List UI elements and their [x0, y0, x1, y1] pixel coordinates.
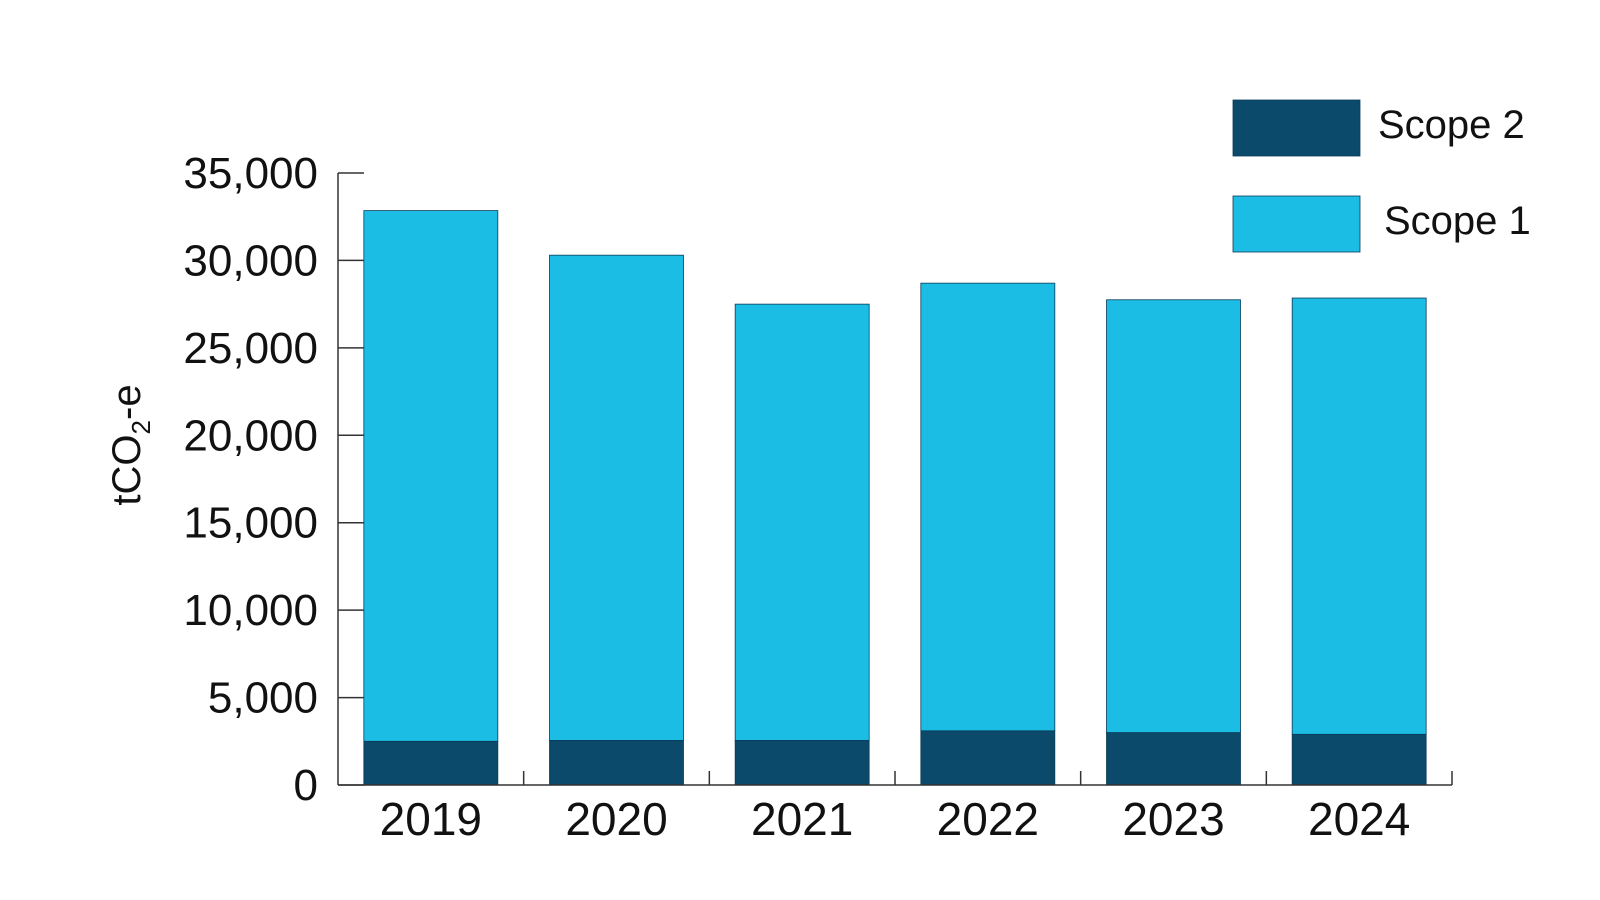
x-tick-label-2023: 2023 — [1122, 793, 1224, 845]
y-tick-label-0: 0 — [294, 761, 318, 810]
x-tick-label-2021: 2021 — [751, 793, 853, 845]
y-axis-label-suffix: -e — [105, 384, 149, 420]
legend-label-scope-1: Scope 1 — [1384, 199, 1531, 243]
x-tick-label-2020: 2020 — [565, 793, 667, 845]
y-tick-label-10000: 10,000 — [183, 586, 318, 635]
y-tick-label-30000: 30,000 — [183, 236, 318, 285]
y-tick-label-5000: 5,000 — [208, 674, 318, 723]
y-tick-label-15000: 15,000 — [183, 499, 318, 548]
y-axis-label-main: tCO — [105, 434, 149, 505]
axis-layer: 2019 2020 2021 2022 2023 2024 0 5,000 10,000 15,0… — [183, 149, 1453, 845]
legend-swatch-scope-2 — [1232, 99, 1361, 157]
y-axis-label-subscript: 2 — [126, 420, 156, 434]
legend-label-scope-2: Scope 2 — [1378, 103, 1525, 147]
bar-scope-1-2020 — [549, 254, 684, 741]
bar-scope-2-2023 — [1106, 732, 1241, 786]
bar-scope-2-2022 — [920, 730, 1056, 786]
x-tick-label-2019: 2019 — [380, 793, 482, 845]
legend: Scope 2 Scope 1 — [1232, 99, 1531, 253]
y-tick-label-25000: 25,000 — [183, 324, 318, 373]
bars-layer — [363, 210, 1427, 786]
bar-scope-2-2019 — [363, 740, 499, 786]
y-axis-label: tCO2-e — [105, 384, 156, 505]
x-tick-label-2022: 2022 — [937, 793, 1039, 845]
x-tick-label-2024: 2024 — [1308, 793, 1410, 845]
bar-scope-2-2024 — [1291, 733, 1427, 786]
y-tick-label-35000: 35,000 — [183, 149, 318, 198]
bar-scope-1-2019 — [363, 210, 499, 742]
bar-scope-2-2021 — [734, 740, 870, 786]
bar-scope-1-2024 — [1291, 297, 1427, 735]
bar-scope-1-2023 — [1106, 299, 1241, 733]
bar-scope-1-2021 — [734, 303, 870, 741]
bar-scope-1-2022 — [920, 282, 1056, 732]
y-tick-label-20000: 20,000 — [183, 411, 318, 460]
bar-scope-2-2020 — [549, 740, 684, 786]
legend-swatch-scope-1 — [1232, 195, 1361, 253]
